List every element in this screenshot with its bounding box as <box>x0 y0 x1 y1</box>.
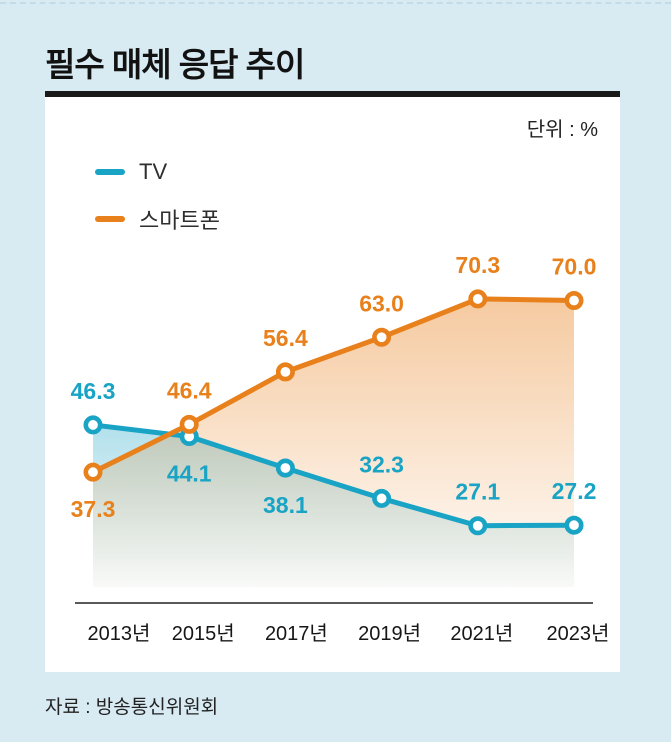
svg-text:46.3: 46.3 <box>71 378 116 404</box>
svg-text:70.3: 70.3 <box>455 252 500 278</box>
smartphone-value-labels: 37.3 46.4 56.4 63.0 70.3 70.0 <box>71 252 597 522</box>
title-rule <box>45 91 620 97</box>
svg-text:2017년: 2017년 <box>265 622 328 645</box>
unit-label: 단위 : % <box>526 119 598 141</box>
chart-panel: 46.3 44.1 38.1 32.3 27.1 27.2 37.3 46.4 56.4 63.0… <box>45 97 620 672</box>
svg-text:2019년: 2019년 <box>358 622 421 645</box>
svg-text:63.0: 63.0 <box>359 290 404 316</box>
legend-item-tv: TV <box>95 159 220 185</box>
legend-label-smartphone: 스마트폰 <box>139 208 220 233</box>
svg-text:2013년: 2013년 <box>88 622 151 645</box>
svg-text:32.3: 32.3 <box>359 451 404 477</box>
svg-text:2023년: 2023년 <box>547 622 610 645</box>
legend-item-smartphone: 스마트폰 <box>95 203 220 235</box>
svg-text:70.0: 70.0 <box>552 254 597 280</box>
tv-line-swatch <box>95 169 125 175</box>
svg-text:2021년: 2021년 <box>450 622 513 645</box>
svg-text:44.1: 44.1 <box>167 460 212 486</box>
tv-value-labels: 46.3 44.1 38.1 32.3 27.1 27.2 <box>71 378 597 518</box>
legend: TV 스마트폰 <box>95 159 220 235</box>
svg-text:56.4: 56.4 <box>263 325 308 351</box>
svg-text:27.2: 27.2 <box>552 478 597 504</box>
smartphone-line-swatch <box>95 216 125 222</box>
line-chart: 46.3 44.1 38.1 32.3 27.1 27.2 37.3 46.4 56.4 63.0… <box>71 252 610 645</box>
source-label: 자료 : 방송통신위원회 <box>45 697 219 718</box>
svg-text:38.1: 38.1 <box>263 492 308 518</box>
legend-label-tv: TV <box>139 159 168 184</box>
svg-text:37.3: 37.3 <box>71 496 116 522</box>
smartphone-markers <box>83 289 584 482</box>
x-axis-labels: 2013년 2015년 2017년 2019년 2021년 2023년 <box>88 622 610 645</box>
page-title: 필수 매체 응답 추이 <box>45 46 305 83</box>
smartphone-area-fill <box>93 298 574 587</box>
top-dashed-border <box>0 2 671 4</box>
svg-text:46.4: 46.4 <box>167 377 212 403</box>
svg-text:27.1: 27.1 <box>455 479 500 505</box>
smartphone-line <box>90 296 577 475</box>
svg-text:2015년: 2015년 <box>172 622 235 645</box>
tv-markers <box>83 415 584 536</box>
